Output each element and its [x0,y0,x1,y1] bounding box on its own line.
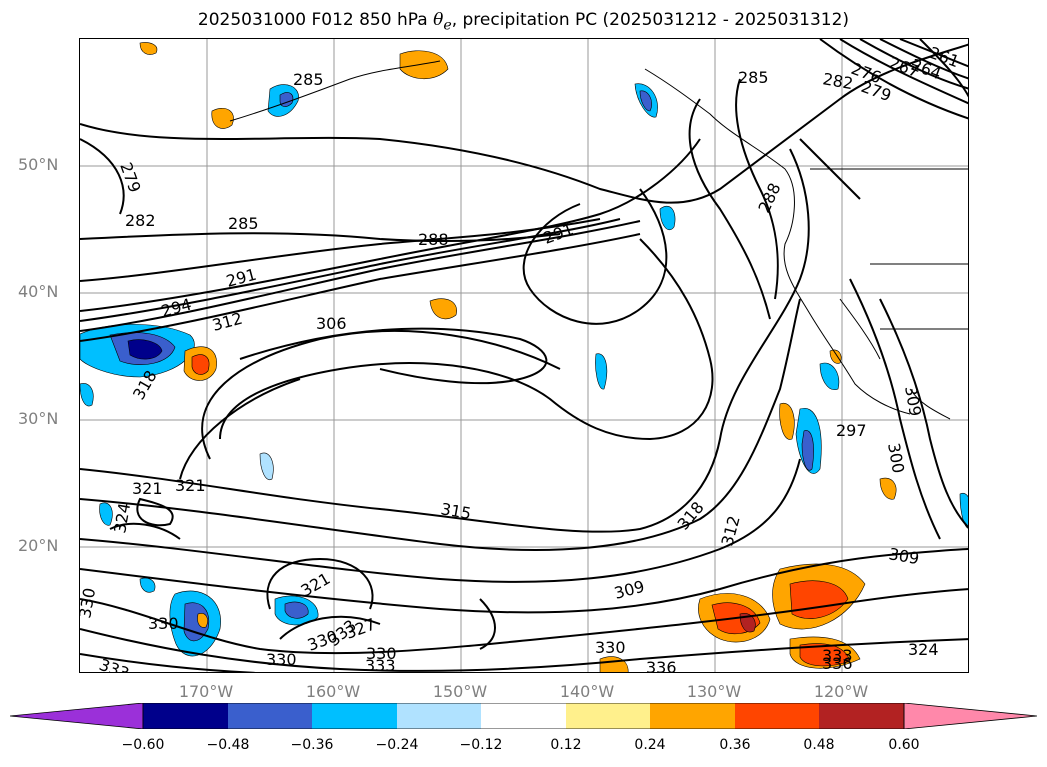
colorbar-swatch [735,703,819,729]
colorbar-swatch [481,703,566,729]
contour-label: 330 [366,644,397,663]
precipitation-shading [80,42,968,672]
colorbar [10,703,1037,729]
positive-precip-area [191,354,210,375]
negative-precip-area [819,362,840,390]
colorbar-swatch [650,703,735,729]
contour-label: 285 [228,214,259,233]
contour-label: 333 [365,656,396,673]
colorbar-swatch [312,703,397,729]
contour-label: 279 [116,160,144,195]
positive-precip-area [429,298,457,320]
colorbar-tick-label: 0.12 [550,737,582,753]
contour-label: 336 [822,654,853,673]
lon-label: 120°W [813,682,869,701]
contour-label: 282 [125,211,156,230]
positive-precip-area [879,477,897,500]
contour-label: 330 [266,650,297,669]
negative-precip-area [801,430,814,471]
map-panel: 285 285 279 282 285 288 291 291 294 312 … [79,38,969,673]
colorbar-swatch [819,703,904,729]
map-title: 2025031000 F012 850 hPa θe, precipitatio… [197,10,850,34]
negative-precip-area [959,492,968,529]
contour-label: 288 [418,230,449,249]
negative-precip-area [80,383,94,407]
lon-label: 170°W [178,682,234,701]
colorbar-tick-label: 0.60 [888,737,920,753]
contour-label: 306 [316,314,347,333]
negative-precip-area [284,601,309,619]
contour-label: 330 [148,614,179,633]
lon-label: 160°W [305,682,361,701]
positive-precip-area [197,613,208,628]
contour-label: 309 [887,544,920,568]
positive-precip-area [739,613,756,633]
negative-precip-area [595,353,608,390]
negative-precip-area [139,577,156,593]
contour-label: 321 [132,479,163,498]
negative-precip-area [99,502,113,526]
colorbar-tick-label: −0.60 [121,737,165,753]
contour-label: 321 [175,476,206,495]
contour-label: 312 [718,514,744,548]
colorbar-tick-label: −0.36 [290,737,334,753]
contour-label: 333 [97,655,132,673]
contour-label: 300 [884,441,908,474]
lon-label: 140°W [559,682,615,701]
colorbar-swatch [566,703,650,729]
contour-label: 324 [908,640,939,659]
lat-label: 30°N [18,409,59,428]
colorbar-swatch [228,703,312,729]
lon-label: 150°W [432,682,488,701]
colorbar-tick-label: 0.48 [803,737,835,753]
negative-precip-area [659,205,676,231]
contour-label: 309 [612,577,646,603]
colorbar-tick-label: 0.36 [719,737,751,753]
positive-precip-area [211,107,234,129]
colorbar-tick-label: −0.48 [206,737,250,753]
colorbar-tick-label: −0.24 [375,737,419,753]
map-canvas: 285 285 279 282 285 288 291 291 294 312 … [80,39,968,673]
contour-label: 315 [439,499,472,523]
contour-label: 285 [293,70,324,89]
contour-label: 324 [110,501,134,534]
contour-label: 336 [646,658,677,673]
positive-precip-area [139,42,158,55]
contour-label: 285 [738,68,769,87]
negative-precip-area [127,339,163,360]
contour-label: 276 [849,59,884,87]
negative-precip-area [259,452,274,481]
lat-label: 50°N [18,155,59,174]
positive-precip-area [399,50,449,80]
lat-label: 20°N [18,536,59,555]
contour-label: 291 [224,265,258,291]
contour-label: 330 [80,586,99,619]
contour-label: 333 [822,646,853,665]
contour-label: 297 [836,421,867,440]
colorbar-swatch [397,703,481,729]
positive-precip-area [599,656,629,672]
colorbar-extend-low [10,703,144,729]
colorbar-tick-label: 0.24 [634,737,666,753]
positive-precip-area [829,349,842,364]
coastlines [229,60,968,420]
positive-precip-area [779,402,795,440]
lat-label: 40°N [18,282,59,301]
colorbar-extend-high [903,703,1037,729]
contour-label: 312 [210,309,244,335]
contour-label: 330 [595,638,626,657]
lon-label: 130°W [686,682,742,701]
theta-e-contours [80,39,968,672]
colorbar-swatch [143,703,228,729]
negative-precip-area [639,90,652,112]
colorbar-tick-label: −0.12 [459,737,503,753]
positive-precip-area [799,643,851,667]
